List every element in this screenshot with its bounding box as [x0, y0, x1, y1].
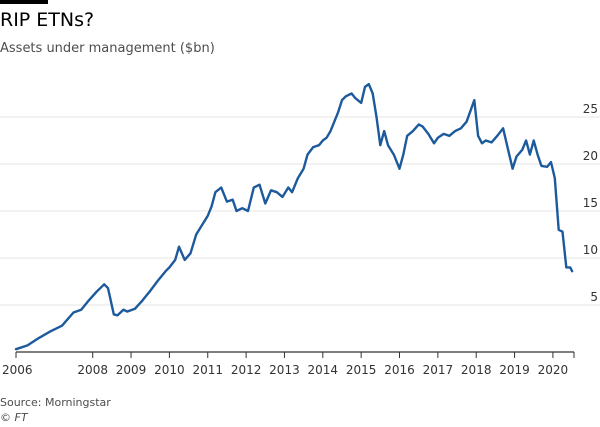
y-tick-label: 20: [583, 149, 598, 163]
y-tick-label: 5: [590, 290, 598, 304]
x-tick-label: 2012: [231, 363, 262, 377]
y-tick-label: 15: [583, 196, 598, 210]
x-tick-label: 2015: [346, 363, 377, 377]
x-axis: [15, 351, 575, 358]
chart-title: RIP ETNs?: [0, 9, 95, 31]
source-note: Source: Morningstar: [0, 396, 111, 409]
ft-credit: © FT: [0, 411, 28, 424]
grid-lines: [0, 116, 600, 306]
x-tick-label: 2008: [77, 363, 108, 377]
x-tick-label: 2017: [423, 363, 454, 377]
x-tick-label: 2020: [538, 363, 569, 377]
chart-subtitle: Assets under management ($bn): [0, 41, 215, 56]
x-tick-label: 2014: [308, 363, 339, 377]
y-axis-labels: 5 10 15 20 25: [583, 102, 598, 304]
y-tick-label: 25: [583, 102, 598, 116]
series-layer: [14, 82, 574, 351]
x-tick-label: 2006: [2, 363, 33, 377]
x-tick-label: 2011: [192, 363, 223, 377]
x-tick-label: 2019: [499, 363, 530, 377]
y-tick-label: 10: [583, 243, 598, 257]
x-axis-labels: 2006 2008 2009 2010 2011 2012 2013 2014 2015 2016…: [2, 363, 568, 377]
series-line-0: [14, 82, 574, 351]
x-tick-label: 2013: [269, 363, 300, 377]
x-tick-label: 2010: [154, 363, 185, 377]
x-tick-label: 2018: [461, 363, 492, 377]
x-tick-label: 2016: [384, 363, 415, 377]
top-rule: [0, 0, 48, 4]
x-tick-label: 2009: [116, 363, 147, 377]
